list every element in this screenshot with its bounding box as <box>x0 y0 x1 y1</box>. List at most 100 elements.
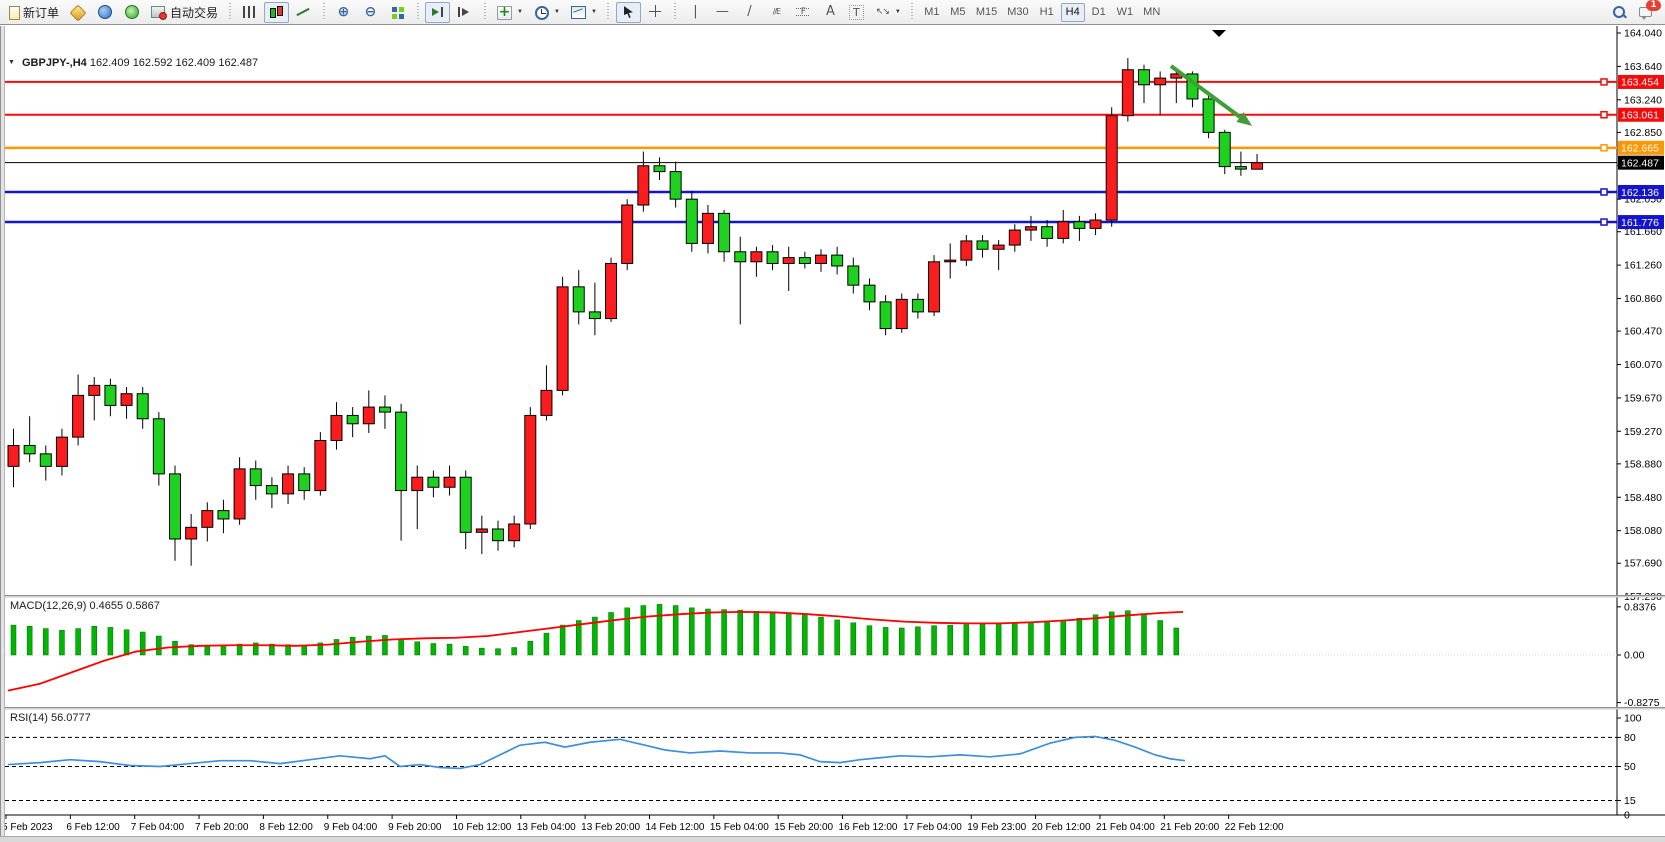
candlesticks <box>7 58 1264 566</box>
macd-histogram-bar <box>737 609 743 656</box>
candle-body <box>637 165 650 206</box>
text-button[interactable]: A <box>818 2 843 23</box>
candle-body <box>556 286 569 391</box>
macd-histogram-bar <box>1141 613 1147 656</box>
candle-body <box>992 244 1005 250</box>
auto-trading-button[interactable]: 自动交易 <box>146 2 222 23</box>
candle-body <box>766 251 779 264</box>
timeframe-m1-button[interactable]: M1 <box>920 3 944 22</box>
macd-histogram-bar <box>769 612 776 656</box>
search-icon[interactable] <box>1611 4 1628 20</box>
candle-body <box>330 414 343 441</box>
line-handle[interactable] <box>1600 78 1608 86</box>
time-tick-label: 7 Feb 20:00 <box>195 822 249 833</box>
line-handle[interactable] <box>1600 144 1608 152</box>
macd-histogram-bar <box>576 620 582 656</box>
auto-scroll-button[interactable] <box>425 1 451 23</box>
time-tick-label: 17 Feb 04:00 <box>903 822 962 833</box>
chart-canvas[interactable]: 164.040163.640163.240162.850162.450162.0… <box>0 26 1665 842</box>
macd-histogram-bar <box>995 623 1002 656</box>
candle-body <box>588 311 601 320</box>
arrows-button[interactable]: ↖↘ ▼ <box>870 2 905 23</box>
timeframe-m30-button[interactable]: M30 <box>1003 3 1032 22</box>
time-axis[interactable]: 5 Feb 2023 6 Feb 12:00 7 Feb 04:00 7 Feb 20… <box>0 814 1665 833</box>
vertical-line-button[interactable]: | <box>683 2 708 23</box>
cursor-button[interactable] <box>615 1 641 23</box>
macd-histogram-bar <box>317 642 324 656</box>
price-tick-label: 160.070 <box>1624 359 1662 371</box>
candle-body <box>443 476 456 488</box>
dropdown-caret-icon[interactable]: ▼ <box>894 9 901 15</box>
timeframe-m15-button[interactable]: M15 <box>972 3 1001 22</box>
time-tick-label: 20 Feb 12:00 <box>1032 822 1091 833</box>
signals-icon-button[interactable] <box>119 2 144 23</box>
candle-body <box>944 259 957 263</box>
line-chart-button[interactable] <box>291 2 316 23</box>
bar-chart-button[interactable] <box>237 2 262 23</box>
timeframe-m5-button[interactable]: M5 <box>946 3 970 22</box>
notifications-icon[interactable]: 1 <box>1638 0 1661 20</box>
line-handle[interactable] <box>1600 110 1608 119</box>
candle-body <box>298 473 311 492</box>
fibonacci-button[interactable]: F <box>791 2 816 23</box>
price-tick-label: 161.660 <box>1624 226 1662 238</box>
macd-histogram-bar <box>301 644 307 656</box>
tile-windows-button[interactable] <box>385 2 410 23</box>
equidistant-channel-button[interactable]: //E <box>764 2 789 23</box>
crosshair-button[interactable] <box>643 2 668 23</box>
dropdown-caret-icon[interactable]: ▼ <box>553 9 560 15</box>
macd-histogram-bar <box>559 624 566 656</box>
line-handle[interactable] <box>1600 218 1608 226</box>
bar-chart-icon <box>241 4 258 20</box>
macd-histogram-bar <box>705 608 711 656</box>
macd-histogram-bar <box>1157 620 1163 656</box>
macd-histogram-bar <box>721 609 727 656</box>
periods-button[interactable]: ▼ <box>529 2 564 23</box>
chart-shift-button[interactable] <box>452 2 477 23</box>
panel-separator[interactable] <box>0 707 1665 710</box>
label-button[interactable]: T <box>845 2 868 23</box>
market-watch-icon-icon <box>96 4 113 20</box>
fibonacci-icon: F <box>795 4 812 20</box>
indicators-button[interactable]: + ▼ <box>492 2 527 23</box>
panel-separator[interactable] <box>0 595 1665 598</box>
timeframe-w1-button[interactable]: W1 <box>1113 3 1138 22</box>
gold-gem-icon-icon <box>69 4 86 20</box>
candle-body <box>1121 69 1134 117</box>
macd-histogram-bar <box>1076 617 1083 656</box>
timeframe-h4-button[interactable]: H4 <box>1060 2 1085 22</box>
timeframe-mn-button[interactable]: MN <box>1139 3 1164 22</box>
dropdown-caret-icon[interactable]: ▼ <box>590 9 597 15</box>
candle-body <box>605 262 618 320</box>
one-click-collapse-icon[interactable]: ▼ <box>8 59 15 66</box>
horizontal-line-button[interactable]: — <box>710 2 735 23</box>
macd-histogram-bar <box>818 616 824 656</box>
macd-histogram-bar <box>123 629 130 656</box>
templates-button[interactable]: ▼ <box>566 2 601 23</box>
candle-body <box>653 165 666 173</box>
trend-arrow[interactable] <box>1169 64 1253 126</box>
candle-body <box>362 406 375 425</box>
templates-icon <box>570 4 587 20</box>
chart-shift-marker-icon[interactable] <box>1212 30 1226 37</box>
macd-histogram-bar <box>188 644 194 656</box>
zoom-in-button[interactable]: ⊕ <box>331 2 356 23</box>
macd-histogram-bar <box>398 638 404 656</box>
time-tick-label: 9 Feb 04:00 <box>324 822 378 833</box>
new-order-button[interactable]: 新订单 <box>4 2 63 23</box>
timeframe-h1-button[interactable]: H1 <box>1035 3 1059 22</box>
candlestick-chart-button[interactable] <box>264 1 290 23</box>
trendline-button[interactable]: / <box>737 2 762 23</box>
market-watch-icon-button[interactable] <box>92 2 117 23</box>
candle-body <box>1057 221 1070 239</box>
dropdown-caret-icon[interactable]: ▼ <box>517 9 523 15</box>
candle-body <box>685 198 698 244</box>
gold-gem-icon-button[interactable] <box>65 2 90 23</box>
macd-histogram-bar <box>543 632 550 656</box>
rsi-axis-label: 80 <box>1624 732 1636 744</box>
timeframe-d1-button[interactable]: D1 <box>1087 3 1111 22</box>
line-handle[interactable] <box>1600 188 1608 196</box>
candle-body <box>1138 69 1150 86</box>
zoom-out-button[interactable]: ⊖ <box>358 2 383 23</box>
tile-windows-icon <box>389 4 406 20</box>
